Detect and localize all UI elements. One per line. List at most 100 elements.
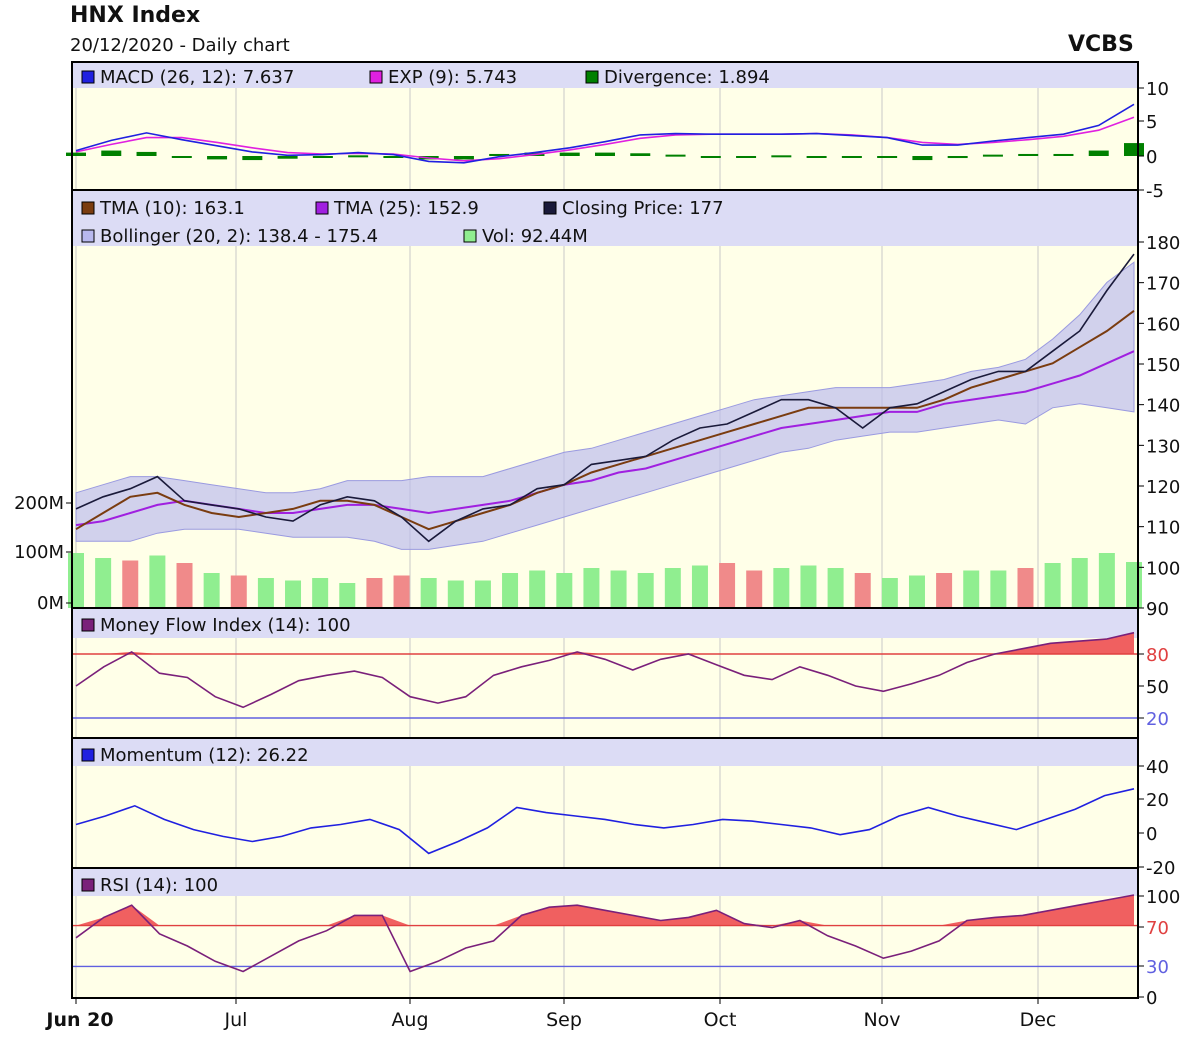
divergence-bar xyxy=(595,152,615,156)
x-axis-label: Nov xyxy=(863,1009,900,1031)
volume-bar xyxy=(583,568,600,608)
legend-label: TMA (25): 152.9 xyxy=(333,198,479,219)
x-axis-label: Dec xyxy=(1020,1009,1057,1031)
volume-bar xyxy=(691,565,708,608)
divergence-bar xyxy=(383,156,404,158)
volume-bar xyxy=(366,578,383,608)
legend-swatch xyxy=(81,878,95,892)
volume-bar xyxy=(827,568,844,608)
macd-line xyxy=(75,103,1135,164)
legend-label: Momentum (12): 26.22 xyxy=(100,745,309,766)
momentum-y-tick: 0 xyxy=(1146,824,1157,845)
volume-bar xyxy=(95,558,112,608)
legend-swatch xyxy=(81,618,95,632)
volume-bar xyxy=(610,570,627,608)
momentum-y-tick: 40 xyxy=(1146,757,1169,778)
x-axis-label: Jun 20 xyxy=(44,1009,113,1031)
divergence-bar xyxy=(101,150,122,156)
legend-label: EXP (9): 5.743 xyxy=(388,67,517,88)
volume-bar xyxy=(339,583,356,608)
legend-swatch xyxy=(315,201,329,215)
divergence-bar xyxy=(947,156,968,159)
price-y-tick: 150 xyxy=(1146,355,1180,376)
x-axis-label: Oct xyxy=(704,1009,737,1031)
divergence-bar xyxy=(1088,150,1109,156)
macd-y-tick: -5 xyxy=(1146,181,1164,202)
legend-label: MACD (26, 12): 7.637 xyxy=(100,67,294,88)
divergence-bar xyxy=(207,156,228,160)
x-axis-label: Jul xyxy=(224,1009,248,1031)
volume-bar xyxy=(529,570,546,608)
rsi-y-tick: 0 xyxy=(1146,988,1157,1009)
volume-bar xyxy=(420,578,437,608)
legend-swatch xyxy=(81,229,95,243)
divergence-bar xyxy=(665,154,686,157)
divergence-bar xyxy=(877,156,898,158)
volume-bar xyxy=(719,563,736,608)
volume-bar xyxy=(854,573,871,608)
volume-bar xyxy=(746,570,763,608)
price-y-tick: 100 xyxy=(1146,558,1180,579)
rsi-y-tick: 30 xyxy=(1146,957,1169,978)
macd-y-tick: 10 xyxy=(1146,79,1169,100)
volume-bar xyxy=(393,575,410,608)
volume-bar xyxy=(68,553,84,608)
divergence-bar xyxy=(559,152,580,156)
mfi-y-tick: 20 xyxy=(1146,709,1169,730)
volume-bar xyxy=(556,573,573,608)
volume-bar xyxy=(257,578,274,608)
divergence-bar xyxy=(806,156,827,158)
price-y-tick: 180 xyxy=(1146,233,1180,254)
divergence-bar xyxy=(348,155,369,158)
volume-bar xyxy=(502,573,519,608)
divergence-bar xyxy=(1124,143,1144,156)
price-y-tick: 130 xyxy=(1146,436,1180,457)
macd-y-tick: 0 xyxy=(1146,147,1157,168)
volume-bar xyxy=(773,568,790,608)
rsi-y-tick: 70 xyxy=(1146,918,1169,939)
volume-bar xyxy=(176,563,193,608)
volume-bar xyxy=(230,575,247,608)
price-y-tick: 170 xyxy=(1146,274,1180,295)
legend-label: TMA (10): 163.1 xyxy=(99,198,245,219)
mfi-y-tick: 50 xyxy=(1146,677,1169,698)
volume-bar xyxy=(881,578,898,608)
divergence-bar xyxy=(841,156,862,158)
legend-band xyxy=(72,868,1138,896)
volume-bar xyxy=(447,580,464,608)
legend-label: Money Flow Index (14): 100 xyxy=(100,615,351,636)
x-axis-label: Aug xyxy=(391,1009,428,1031)
mfi-overbought-fill xyxy=(76,632,1134,654)
legend-swatch xyxy=(81,748,95,762)
volume-y-tick: 200M xyxy=(14,493,64,514)
legend-band xyxy=(72,738,1138,766)
macd-y-tick: 5 xyxy=(1146,112,1157,133)
volume-bar xyxy=(664,568,681,608)
legend-label: Vol: 92.44M xyxy=(482,226,588,247)
price-y-tick: 120 xyxy=(1146,477,1180,498)
volume-bar xyxy=(203,573,220,608)
divergence-bar xyxy=(242,156,263,161)
legend-swatch xyxy=(81,70,95,84)
volume-bar xyxy=(312,578,329,608)
divergence-bar xyxy=(489,153,510,156)
volume-bar xyxy=(149,555,166,608)
volume-bar xyxy=(474,580,491,608)
divergence-bar xyxy=(982,154,1003,157)
brand-label: VCBS xyxy=(1068,32,1134,57)
legend-swatch xyxy=(585,70,599,84)
volume-bar xyxy=(1044,563,1061,608)
legend-label: Bollinger (20, 2): 138.4 - 175.4 xyxy=(100,226,378,247)
tma10-line xyxy=(75,309,1135,531)
legend-band xyxy=(72,62,1138,88)
price-y-tick: 160 xyxy=(1146,314,1180,335)
mfi-y-tick: 80 xyxy=(1146,645,1169,666)
legend-label: RSI (14): 100 xyxy=(100,875,218,896)
divergence-bar xyxy=(736,156,757,158)
momentum-y-tick: -20 xyxy=(1146,858,1175,879)
momentum-line xyxy=(75,788,1135,855)
legend-label: Closing Price: 177 xyxy=(562,198,724,219)
volume-bar xyxy=(285,580,302,608)
volume-bar xyxy=(1017,568,1034,608)
